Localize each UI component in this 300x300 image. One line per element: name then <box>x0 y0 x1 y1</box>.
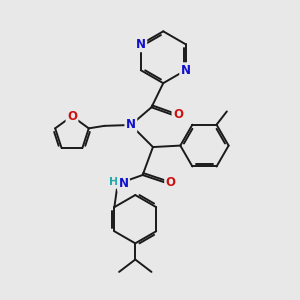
Text: O: O <box>166 176 176 189</box>
Text: O: O <box>173 108 183 121</box>
Text: N: N <box>126 118 136 131</box>
Text: N: N <box>136 38 146 51</box>
Text: H: H <box>109 177 118 188</box>
Text: N: N <box>181 64 191 77</box>
Text: O: O <box>67 110 77 123</box>
Text: N: N <box>118 177 128 190</box>
